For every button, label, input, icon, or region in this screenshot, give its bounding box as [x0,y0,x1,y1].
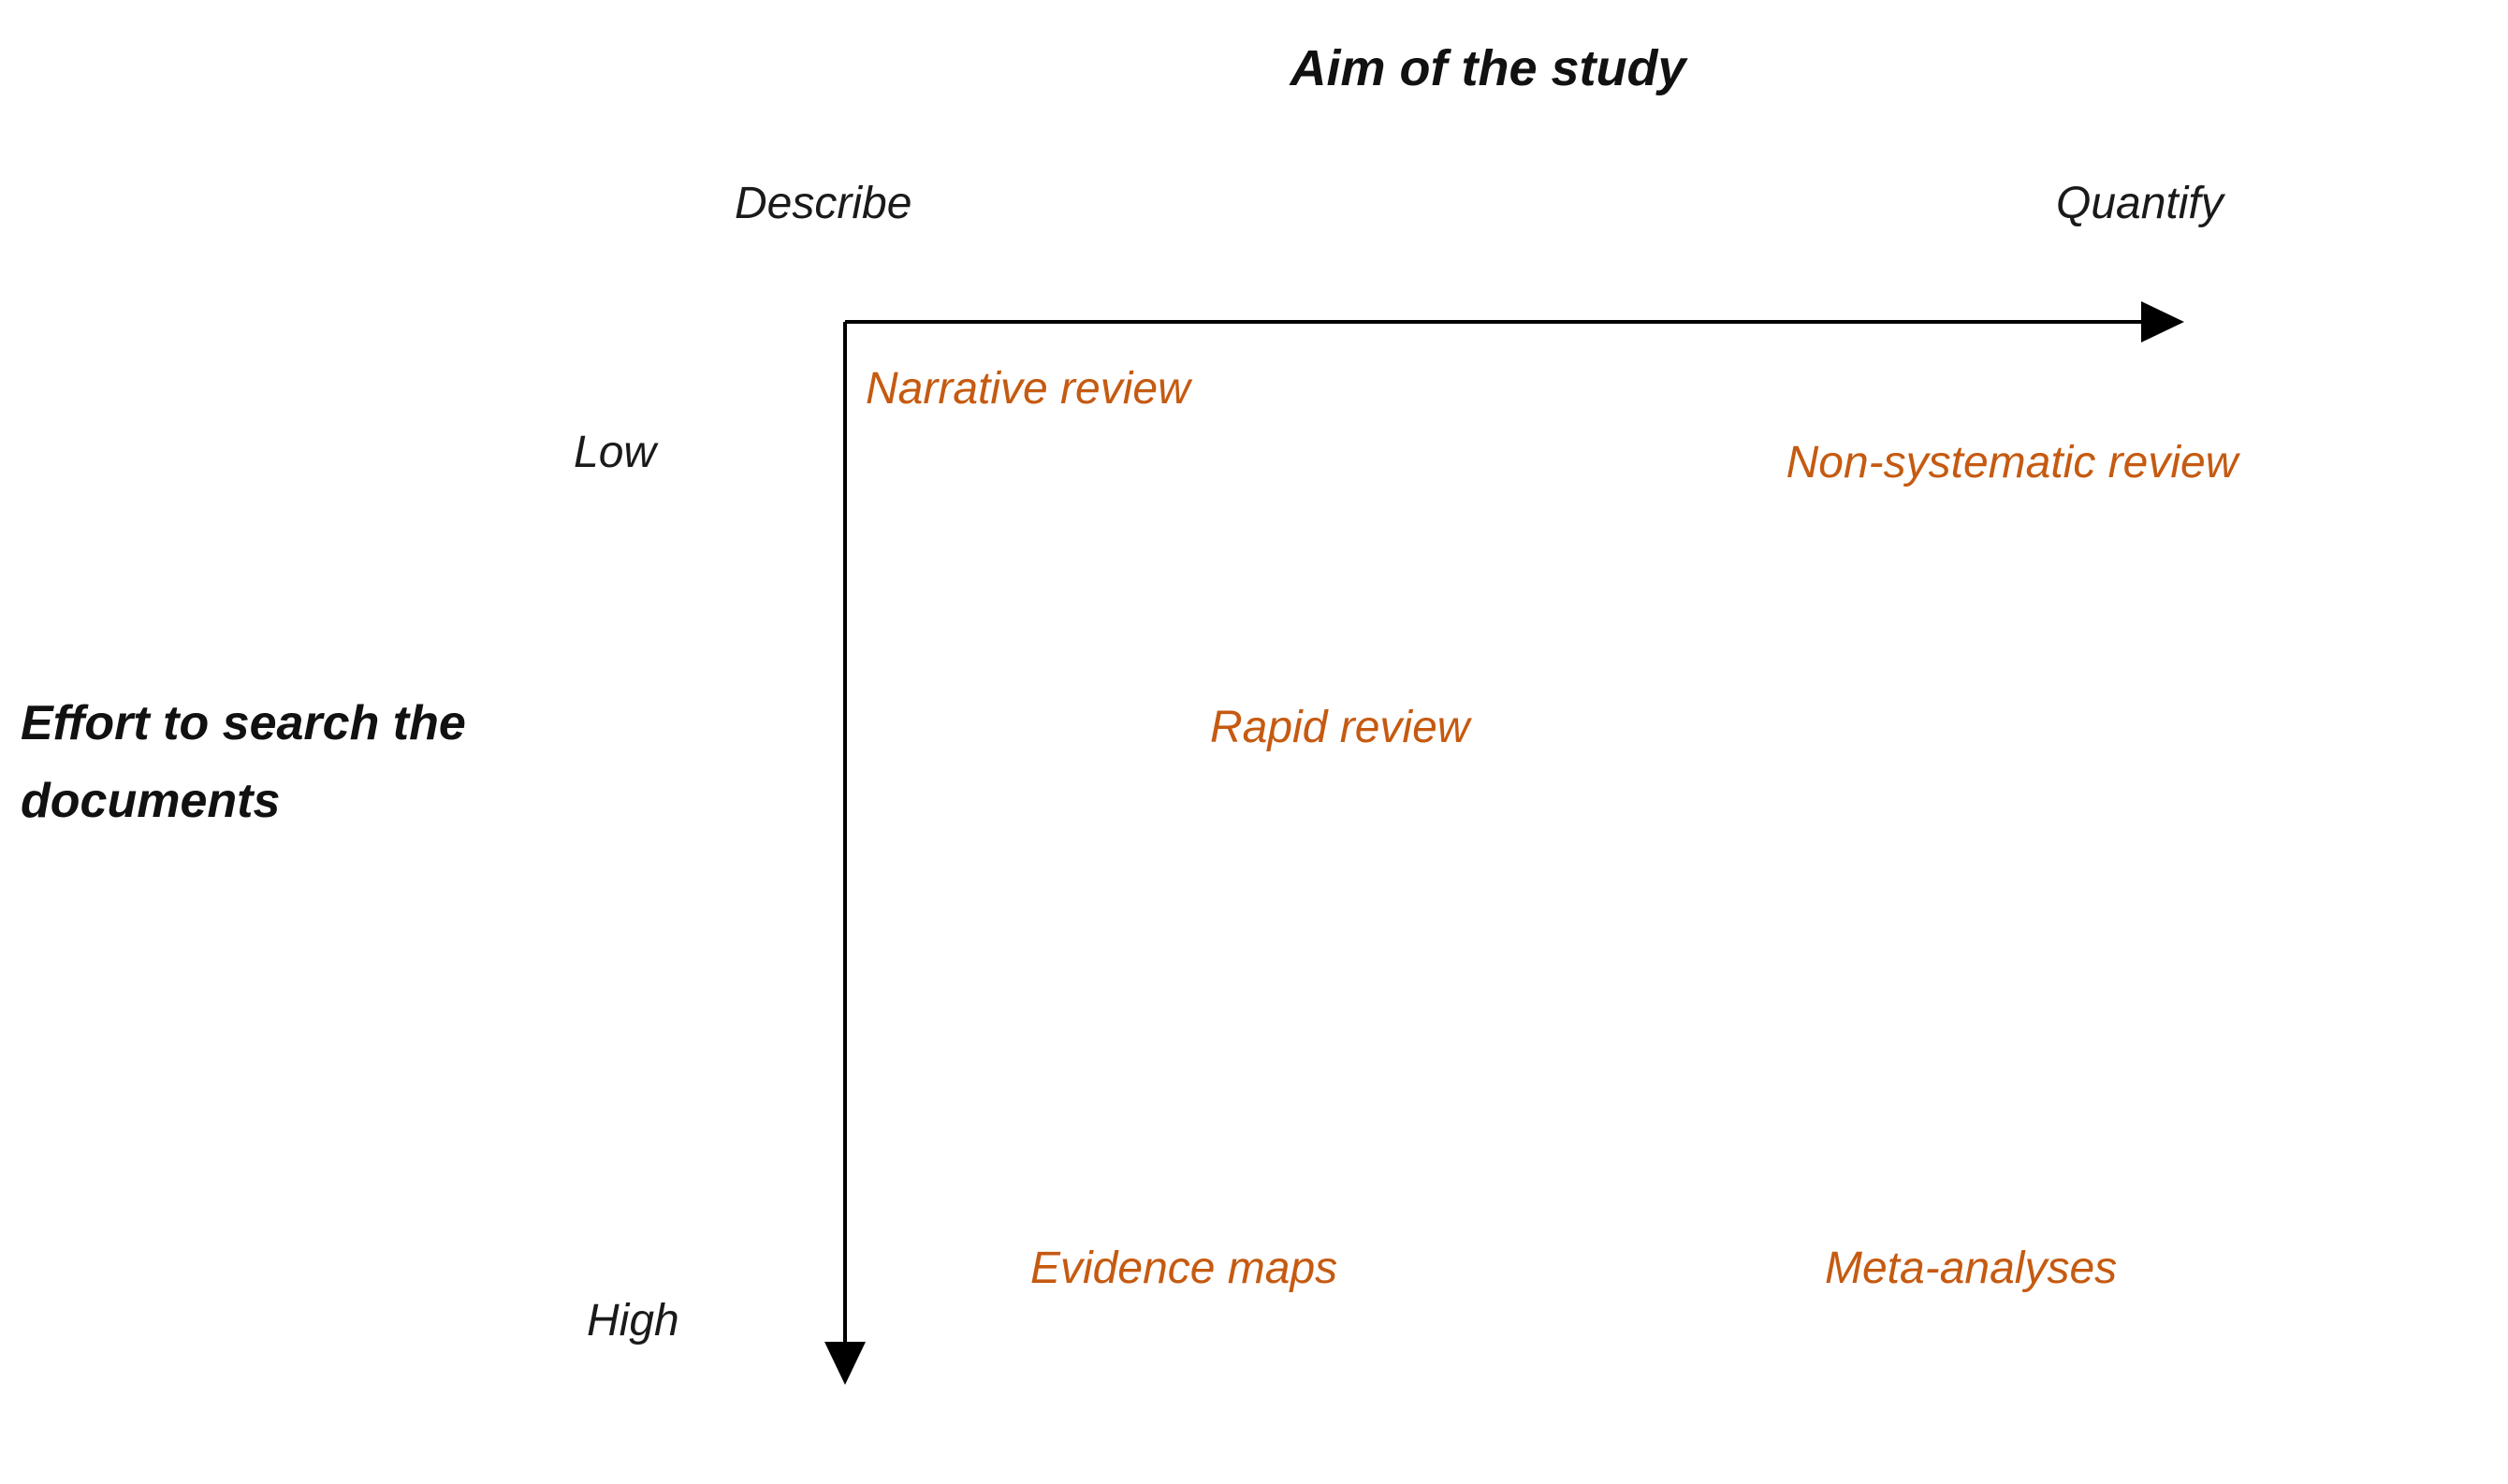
review-type-non-systematic-review: Non-systematic review [1786,438,2238,487]
x-axis-end-label: Quantify [2056,179,2224,228]
review-type-meta-analyses: Meta-analyses [1825,1244,2118,1293]
x-axis-start-label: Describe [735,179,912,228]
review-type-rapid-review: Rapid review [1210,703,1470,752]
y-axis-start-label: Low [574,428,657,477]
y-axis-end-label: High [587,1296,679,1346]
y-axis-arrow [824,322,866,1385]
y-axis-title: Effort to search the documents [21,696,466,829]
review-type-evidence-maps: Evidence maps [1030,1244,1338,1293]
review-type-narrative-review: Narrative review [866,364,1190,414]
x-axis-arrow [845,301,2184,342]
x-axis-title: Aim of the study [1290,40,1686,96]
